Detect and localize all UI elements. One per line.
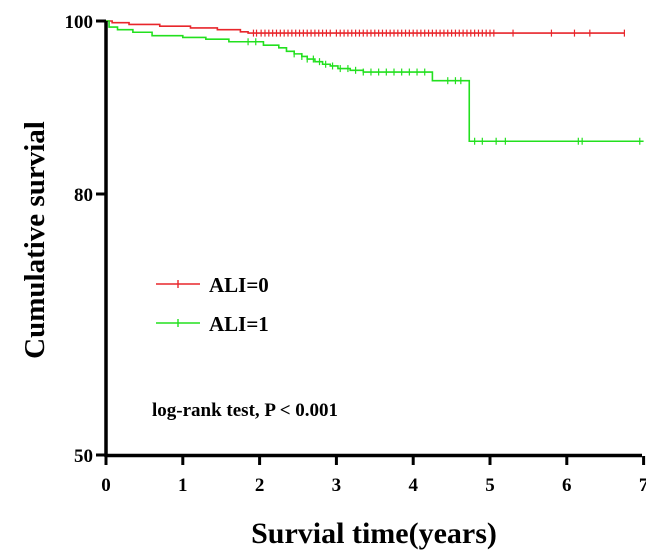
curves-layer: [106, 20, 644, 145]
x-tick-label-0: 0: [101, 475, 111, 496]
ticks-layer: 0 1 2 3 4 5 6 7 50 80 100: [65, 12, 646, 496]
series-line-ali1: [106, 20, 644, 143]
legend-label-ali1: ALI=1: [209, 312, 269, 336]
x-tick-label-6: 6: [562, 475, 572, 496]
series-line-ali0: [106, 20, 625, 34]
y-tick-label-1: 80: [74, 185, 93, 206]
log-rank-annotation: log-rank test, P < 0.001: [152, 400, 338, 421]
y-tick-label-2: 100: [65, 12, 94, 33]
legend: ALI=0 ALI=1: [156, 273, 269, 336]
y-tick-label-0: 50: [74, 446, 93, 467]
x-tick-label-7: 7: [639, 475, 646, 496]
x-tick-label-1: 1: [178, 475, 188, 496]
x-tick-label-3: 3: [332, 475, 342, 496]
x-tick-label-2: 2: [255, 475, 265, 496]
legend-item-ali1: ALI=1: [156, 312, 269, 336]
legend-item-ali0: ALI=0: [156, 273, 269, 297]
y-axis-title: Cumulative survial: [19, 121, 51, 359]
x-axis-title: Survial time(years): [251, 517, 497, 550]
legend-label-ali0: ALI=0: [209, 273, 269, 297]
axes-layer: [104, 21, 642, 458]
x-tick-label-5: 5: [485, 475, 495, 496]
x-tick-label-4: 4: [408, 475, 418, 496]
